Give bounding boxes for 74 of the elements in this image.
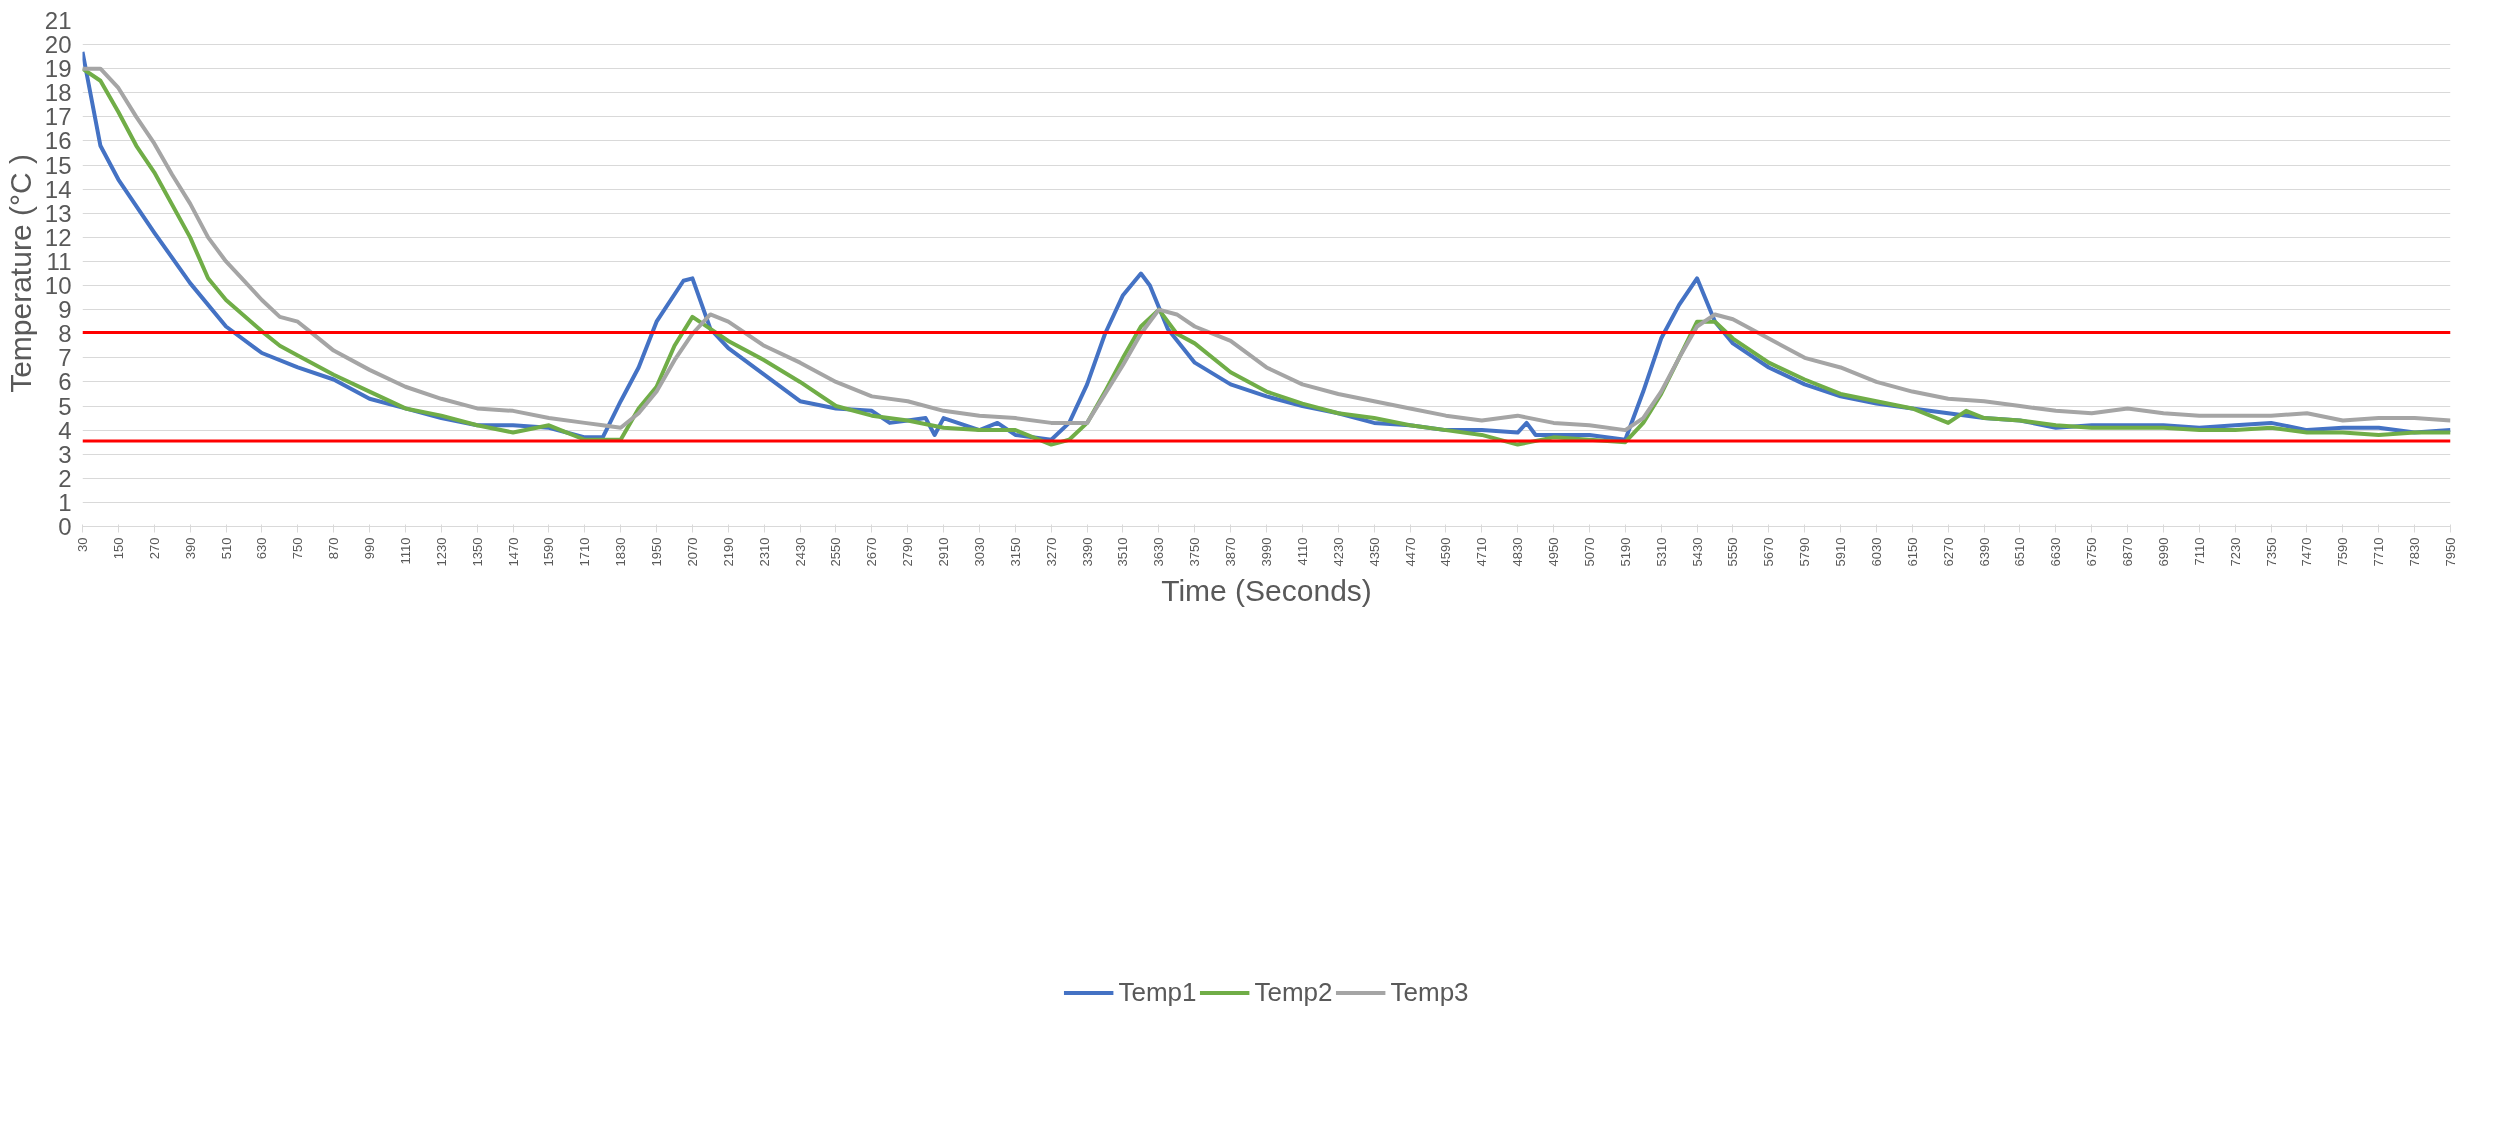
- x-tick-label: 1110: [397, 537, 413, 565]
- x-tick-label: 4230: [1330, 537, 1346, 567]
- x-tick-label: 5190: [1617, 537, 1633, 567]
- x-tick-label: 3990: [1259, 537, 1274, 567]
- x-tick-label: 2190: [720, 537, 736, 567]
- x-tick-label: 7230: [2227, 537, 2243, 567]
- x-tick-label: 1350: [469, 537, 485, 567]
- x-tick-label: 1830: [613, 537, 629, 567]
- x-tick-label: 7830: [2407, 537, 2423, 567]
- x-tick-label: 6390: [1976, 537, 1992, 567]
- x-tick-label: 5550: [1725, 537, 1741, 567]
- x-tick-label: 1950: [649, 537, 665, 567]
- x-tick-label: 6150: [1904, 537, 1920, 567]
- x-tick-label: 2310: [756, 537, 772, 567]
- x-tick-label: 5310: [1653, 537, 1669, 567]
- x-tick-label: 3390: [1079, 537, 1095, 567]
- x-tick-label: 990: [362, 537, 378, 560]
- x-tick-label: 2070: [684, 537, 700, 567]
- legend-label: Temp3: [1390, 976, 1469, 1008]
- x-tick-label: 6750: [2084, 537, 2100, 567]
- x-tick-label: 6630: [2048, 537, 2064, 567]
- y-tick-label: 0: [58, 513, 72, 540]
- x-tick-label: 3630: [1151, 537, 1167, 567]
- x-tick-label: 6510: [2012, 537, 2028, 567]
- x-tick-label: 150: [110, 537, 126, 560]
- x-tick-label: 1470: [505, 537, 521, 567]
- x-tick-label: 6030: [1868, 537, 1884, 567]
- x-tick-label: 7350: [2263, 537, 2279, 567]
- x-tick-label: 3750: [1187, 537, 1203, 567]
- x-tick-label: 3870: [1223, 537, 1239, 567]
- x-tick-label: 4110: [1294, 537, 1310, 566]
- x-tick-label: 7950: [2443, 537, 2458, 567]
- x-tick-label: 3150: [1007, 537, 1023, 567]
- x-tick-label: 630: [254, 537, 270, 560]
- x-tick-label: 5910: [1833, 537, 1849, 567]
- legend-label: Temp2: [1254, 976, 1333, 1008]
- x-tick-label: 4950: [1546, 537, 1562, 567]
- x-tick-label: 1590: [541, 537, 557, 567]
- x-tick-label: 2430: [792, 537, 808, 567]
- x-tick-label: 2910: [936, 537, 952, 567]
- y-axis-title: Temperature (°C ): [3, 154, 37, 393]
- legend-label: Temp1: [1118, 976, 1197, 1008]
- x-tick-label: 2790: [900, 537, 916, 567]
- x-tick-label: 6990: [2155, 537, 2171, 567]
- x-tick-label: 3270: [1043, 537, 1059, 567]
- y-tick-label: 21: [44, 7, 72, 34]
- x-tick-label: 4350: [1366, 537, 1382, 567]
- x-tick-label: 4590: [1438, 537, 1454, 567]
- x-axis-title: Time (Seconds): [1161, 574, 1372, 608]
- x-tick-label: 1710: [577, 537, 593, 567]
- x-tick-label: 4830: [1510, 537, 1526, 567]
- x-tick-label: 1230: [433, 537, 449, 567]
- x-tick-label: 750: [290, 537, 306, 560]
- x-tick-label: 5670: [1761, 537, 1777, 567]
- x-tick-label: 2670: [864, 537, 880, 567]
- x-tick-label: 390: [182, 537, 198, 560]
- x-tick-label: 4710: [1474, 537, 1490, 567]
- x-tick-label: 3510: [1115, 537, 1131, 567]
- x-tick-label: 870: [326, 537, 342, 560]
- x-tick-label: 7110: [2191, 537, 2207, 566]
- x-tick-label: 270: [146, 537, 162, 560]
- x-tick-label: 510: [218, 537, 234, 560]
- x-tick-label: 6870: [2120, 537, 2136, 567]
- x-tick-label: 6270: [1940, 537, 1956, 567]
- x-tick-label: 7710: [2371, 537, 2387, 567]
- x-tick-label: 4470: [1402, 537, 1418, 567]
- x-tick-label: 7590: [2335, 537, 2351, 567]
- x-tick-label: 5790: [1797, 537, 1813, 567]
- x-tick-label: 5070: [1581, 537, 1597, 567]
- x-tick-label: 30: [75, 537, 90, 552]
- x-tick-label: 5430: [1689, 537, 1705, 567]
- x-tick-label: 3030: [971, 537, 987, 567]
- x-tick-label: 2550: [828, 537, 844, 567]
- x-tick-label: 7470: [2299, 537, 2315, 567]
